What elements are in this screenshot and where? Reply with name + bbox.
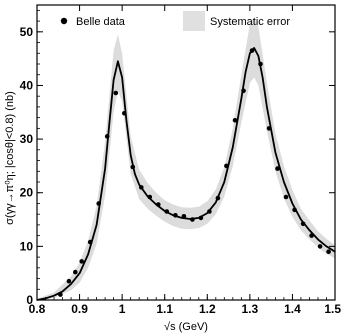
legend-label-systematic: Systematic error <box>210 16 290 28</box>
data-point <box>58 292 63 297</box>
data-point <box>283 194 289 200</box>
data-point <box>164 209 170 214</box>
data-point <box>113 90 119 96</box>
data-point <box>224 163 229 169</box>
data-point <box>292 207 297 213</box>
x-tick-label: 1.3 <box>242 302 259 316</box>
data-point <box>207 209 212 214</box>
data-point <box>73 269 78 275</box>
x-tick-label: 1.5 <box>324 302 341 316</box>
data-point <box>66 278 72 284</box>
y-ticks: 0 10 20 30 40 50 <box>20 9 335 307</box>
data-point <box>317 244 323 249</box>
data-point <box>122 111 127 116</box>
fit-curve-layer <box>36 47 336 301</box>
data-point <box>275 166 280 171</box>
data-points-layer <box>58 48 331 297</box>
data-point <box>156 202 161 207</box>
data-point <box>309 233 314 238</box>
data-point <box>139 185 144 190</box>
data-point <box>215 195 221 201</box>
x-tick-label: 0.9 <box>71 302 88 316</box>
x-tick-label: 1 <box>119 302 126 316</box>
legend-marker-data <box>60 17 68 25</box>
y-axis-title: σ(γγ→π⁰η; |cosθ|<0.8) (nb) <box>4 91 16 225</box>
data-point <box>232 118 238 123</box>
x-tick-label: 1.1 <box>156 302 173 316</box>
data-point <box>241 88 246 94</box>
data-point <box>104 134 110 139</box>
y-tick-label: 40 <box>20 78 34 92</box>
plot-border <box>36 4 336 301</box>
fit-curve <box>36 47 336 301</box>
x-tick-label: 1.4 <box>284 302 301 316</box>
systematic-error-band <box>37 18 335 301</box>
y-tick-label: 30 <box>20 132 34 146</box>
y-tick-label: 10 <box>20 239 34 253</box>
data-point <box>130 164 136 170</box>
x-ticks: 0.8 0.9 1 1.1 1.2 1.3 1.4 1.5 <box>29 5 341 316</box>
data-point <box>249 48 255 53</box>
data-point <box>79 259 84 264</box>
x-axis-title: √s (GeV) <box>164 321 208 333</box>
x-tick-label: 1.2 <box>199 302 216 316</box>
data-point <box>266 126 272 131</box>
x-tick-label: 0.8 <box>29 302 46 316</box>
data-point <box>198 215 204 221</box>
data-point <box>173 213 178 218</box>
systematic-error-band-layer <box>37 18 335 301</box>
data-point <box>96 201 101 206</box>
data-point <box>190 217 195 222</box>
legend-swatch-systematic <box>183 11 205 31</box>
data-point <box>258 61 263 67</box>
plot-frame <box>36 4 336 301</box>
data-point <box>147 194 153 200</box>
y-tick-label: 50 <box>20 25 34 39</box>
data-point <box>181 214 187 219</box>
y-tick-label: 0 <box>26 293 33 307</box>
legend: Belle data Systematic error <box>60 11 290 31</box>
y-tick-label: 20 <box>20 186 34 200</box>
data-point <box>326 249 331 254</box>
data-point <box>300 221 306 227</box>
legend-label-data: Belle data <box>76 16 126 28</box>
data-point <box>87 239 93 245</box>
